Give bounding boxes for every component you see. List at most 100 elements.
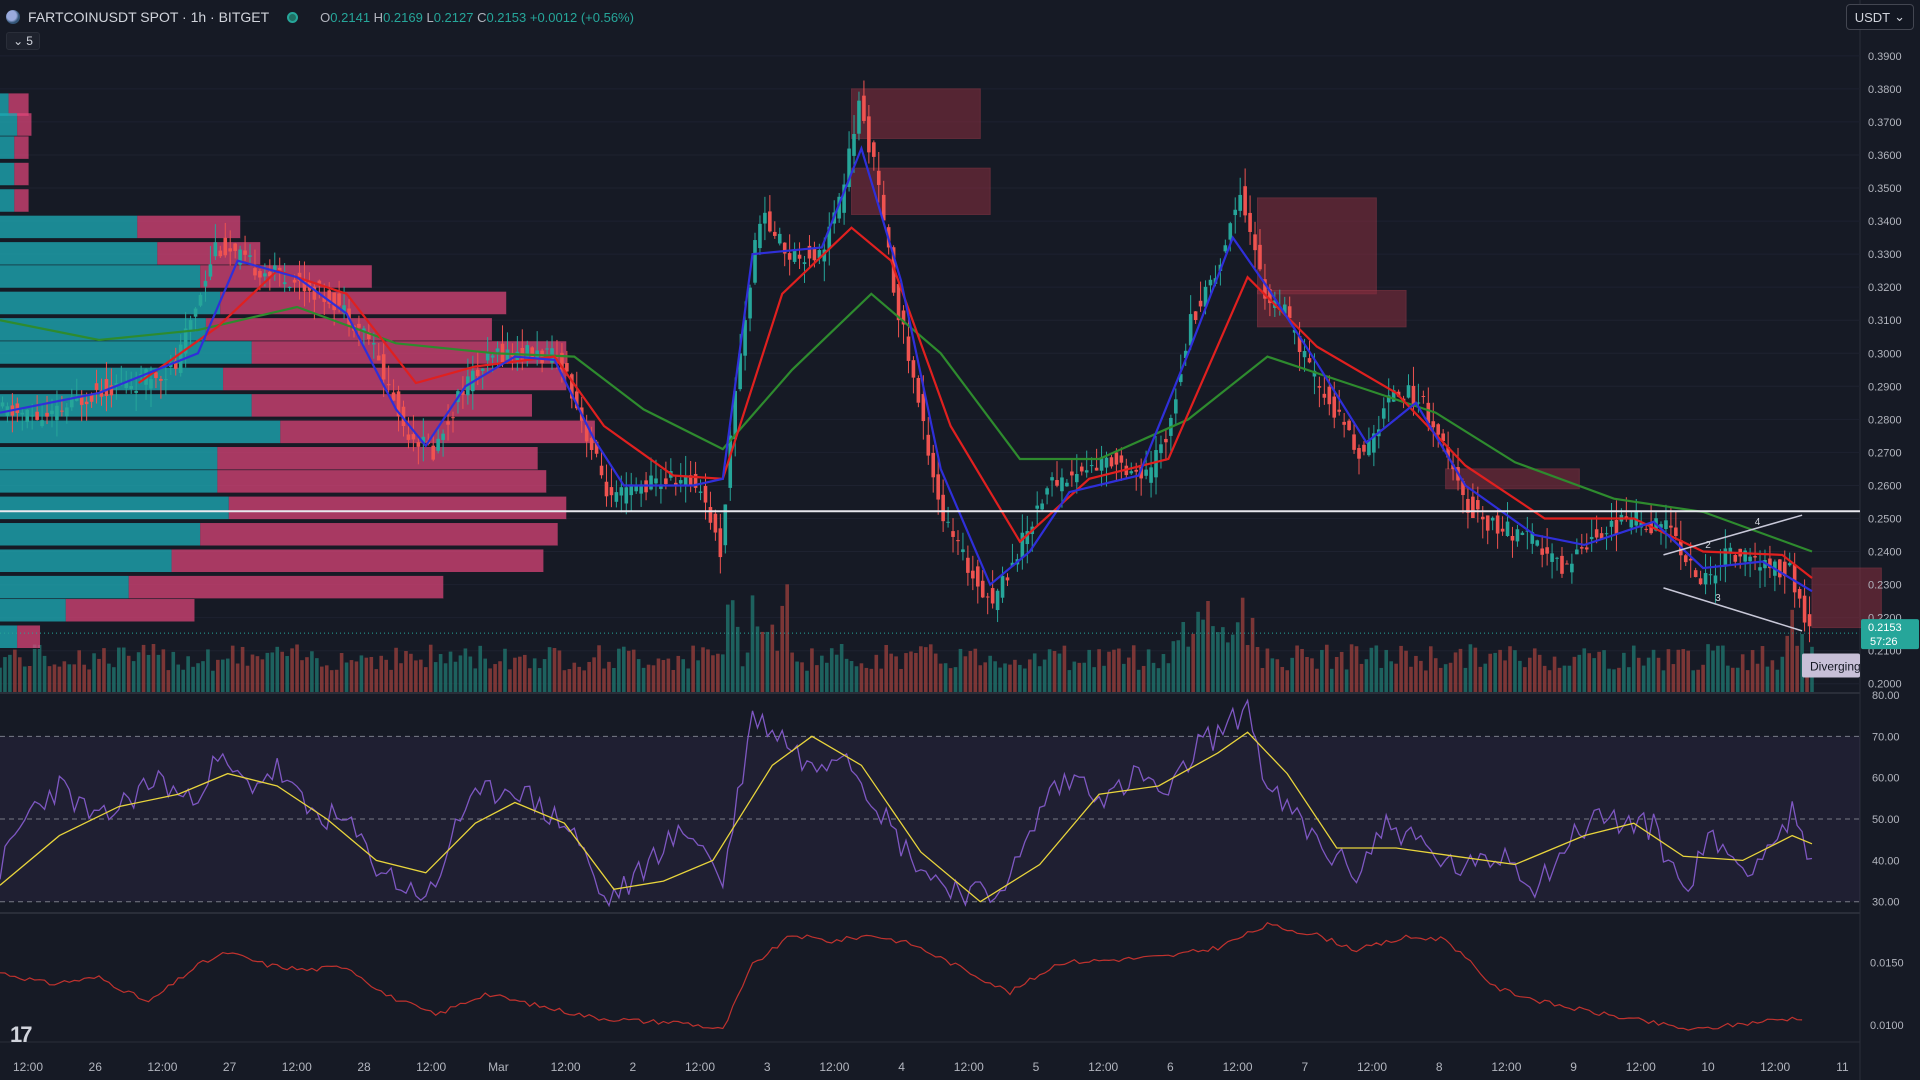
wedge-point-label: 2 <box>1705 540 1711 551</box>
volume-bar <box>1369 647 1374 692</box>
volume-bar <box>473 668 478 692</box>
last-price-value: 0.2153 <box>1868 622 1902 634</box>
candle-body <box>1223 245 1228 252</box>
volume-bar <box>1240 597 1245 692</box>
volume-bar <box>963 656 968 692</box>
volume-bar <box>171 651 176 692</box>
candle-body <box>594 441 599 454</box>
volume-bar <box>790 652 794 692</box>
candle-body <box>1441 433 1445 442</box>
volume-profile-buy-bar <box>0 318 206 342</box>
candle-body <box>1084 470 1089 473</box>
time-tick-label: 12:00 <box>954 1060 984 1074</box>
volume-bar <box>1310 658 1314 692</box>
candle-body <box>1575 549 1579 555</box>
volume-bar <box>1151 662 1156 692</box>
candle-body <box>842 184 846 213</box>
volume-bar <box>1433 658 1438 692</box>
volume-bar <box>681 659 686 692</box>
candle-body <box>322 296 327 302</box>
volume-bar <box>1260 667 1265 692</box>
candle-body <box>1282 304 1287 314</box>
candle-body <box>1060 477 1064 492</box>
volume-bar <box>998 667 1002 692</box>
volume-bar <box>255 656 260 692</box>
candle-countdown: 57:26 <box>1870 636 1898 648</box>
volume-bar <box>1156 668 1161 692</box>
volume-bar <box>290 648 294 692</box>
time-tick-label: 12:00 <box>1491 1060 1521 1074</box>
volume-bar <box>924 647 928 692</box>
volume-bar <box>1300 648 1304 692</box>
volume-bar <box>1171 641 1176 692</box>
candle-body <box>1421 395 1426 397</box>
candle-body <box>1550 553 1554 562</box>
candle-body <box>1802 595 1807 623</box>
candle-body <box>1104 457 1109 468</box>
price-tick-label: 0.2800 <box>1868 414 1902 426</box>
candle-body <box>1337 409 1341 412</box>
candle-body <box>1114 452 1119 465</box>
volume-bar <box>428 644 433 692</box>
volume-bar <box>1196 611 1200 692</box>
volume-bar <box>909 651 913 692</box>
volume-profile-buy-bar <box>0 447 218 471</box>
volume-profile-buy-bar <box>0 470 218 494</box>
currency-select[interactable]: USDT ⌄ <box>1845 4 1914 30</box>
symbol-title[interactable]: FARTCOINUSDT SPOT · 1h · BITGET <box>28 9 270 25</box>
candle-body <box>1604 533 1609 535</box>
volume-bar <box>1404 650 1408 692</box>
volume-bar <box>166 670 171 692</box>
candle-body <box>367 331 371 340</box>
volume-bar <box>537 668 542 692</box>
volume-bar <box>37 644 42 692</box>
volume-bar <box>666 658 671 692</box>
candle-body <box>1332 396 1337 418</box>
candle-body <box>1178 374 1183 383</box>
volume-bar <box>1126 657 1131 692</box>
volume-bar <box>745 652 750 692</box>
volume-bar <box>245 665 250 692</box>
low-value: 0.2127 <box>433 9 474 25</box>
candle-body <box>1525 530 1530 532</box>
price-tick-label: 0.3100 <box>1868 315 1902 327</box>
low-label: L <box>426 9 434 25</box>
candle-body <box>565 362 569 372</box>
volume-bar <box>592 657 596 692</box>
candle-body <box>758 223 762 249</box>
candle-body <box>624 487 629 504</box>
volume-bar <box>1003 663 1007 692</box>
candle-body <box>1065 482 1069 487</box>
candle-body <box>248 255 252 257</box>
indicator-collapse-button[interactable]: ⌄ 5 <box>6 32 40 50</box>
candle-body <box>787 253 792 260</box>
candle-body <box>822 249 827 262</box>
time-tick-label: 12:00 <box>1760 1060 1790 1074</box>
candle-body <box>966 557 970 573</box>
volume-profile-buy-bar <box>0 291 221 315</box>
volume-bar <box>22 666 27 692</box>
volume-bar <box>18 657 22 692</box>
volume-bar <box>1681 649 1686 692</box>
volume-bar <box>1419 660 1423 692</box>
volume-profile-sell-bar <box>217 470 547 494</box>
volume-bar <box>1201 619 1205 692</box>
candle-body <box>599 465 604 476</box>
rsi-tick-label: 40.00 <box>1872 855 1900 867</box>
time-tick-label: 12:00 <box>1088 1060 1118 1074</box>
supply-zone <box>1811 567 1882 629</box>
candle-body <box>282 282 287 285</box>
candle-body <box>1728 547 1733 553</box>
volume-bar <box>448 651 453 692</box>
candle-body <box>609 487 614 496</box>
volume-bar <box>1176 640 1181 692</box>
candle-body <box>218 250 223 257</box>
volume-bar <box>146 654 151 692</box>
candle-body <box>1302 351 1307 358</box>
candle-body <box>223 237 228 256</box>
volume-bar <box>1592 658 1596 692</box>
time-tick-label: 11 <box>1836 1060 1849 1074</box>
volume-bar <box>829 648 834 692</box>
price-tick-label: 0.2300 <box>1868 580 1902 592</box>
